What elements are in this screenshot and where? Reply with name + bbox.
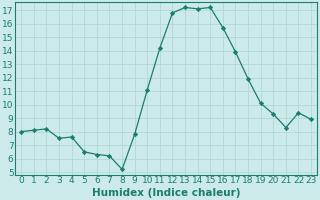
X-axis label: Humidex (Indice chaleur): Humidex (Indice chaleur) [92, 188, 240, 198]
